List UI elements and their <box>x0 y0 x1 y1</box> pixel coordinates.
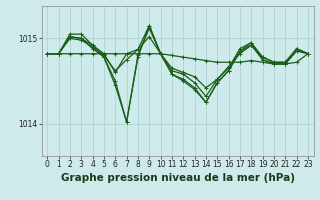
X-axis label: Graphe pression niveau de la mer (hPa): Graphe pression niveau de la mer (hPa) <box>60 173 295 183</box>
